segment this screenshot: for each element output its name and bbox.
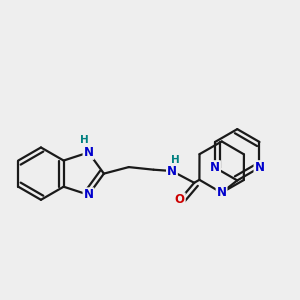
Text: N: N bbox=[83, 146, 94, 159]
Text: N: N bbox=[167, 164, 177, 178]
Text: H: H bbox=[171, 155, 180, 165]
Text: N: N bbox=[217, 186, 226, 199]
Text: O: O bbox=[175, 193, 185, 206]
Text: N: N bbox=[254, 161, 265, 174]
Text: N: N bbox=[210, 161, 220, 174]
Text: H: H bbox=[80, 135, 89, 145]
Text: N: N bbox=[83, 188, 94, 201]
